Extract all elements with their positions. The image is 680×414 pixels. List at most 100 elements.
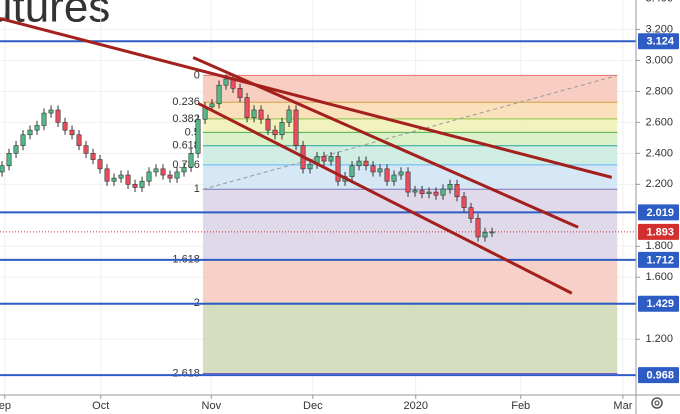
trend-line bbox=[192, 56, 579, 229]
watermark: utures bbox=[0, 0, 110, 32]
gear[interactable] bbox=[651, 397, 663, 409]
level-label: 0.968 bbox=[646, 370, 674, 382]
candle-body bbox=[454, 184, 460, 198]
candle-body bbox=[34, 125, 40, 131]
candle-body bbox=[419, 190, 425, 194]
candle-body bbox=[209, 103, 215, 108]
candle-body bbox=[237, 87, 243, 98]
candle-body bbox=[349, 165, 355, 177]
level-label: 2.019 bbox=[646, 207, 674, 219]
candle-body bbox=[328, 156, 334, 162]
candle-body bbox=[370, 165, 376, 173]
settings-icon[interactable] bbox=[651, 397, 663, 409]
candle-body bbox=[69, 129, 75, 136]
y-tick-label: 2.800 bbox=[645, 85, 673, 97]
candle-body bbox=[76, 134, 82, 146]
candle-body bbox=[6, 153, 12, 167]
fib-label: 0.382 bbox=[172, 113, 200, 125]
candle-body bbox=[384, 168, 390, 182]
candle-body bbox=[321, 156, 327, 162]
candle-body bbox=[356, 160, 362, 167]
candle-body bbox=[489, 231, 495, 234]
gear-hub[interactable] bbox=[654, 400, 660, 406]
candle-body bbox=[83, 145, 89, 154]
candle-body bbox=[377, 168, 383, 173]
candle-body bbox=[62, 122, 68, 131]
candle-body bbox=[0, 165, 5, 173]
fib-label: 0 bbox=[194, 69, 200, 81]
y-tick-label: 3.400 bbox=[645, 0, 673, 4]
last-price-badge bbox=[638, 223, 679, 240]
candle-body bbox=[482, 232, 488, 238]
candle-body bbox=[433, 191, 439, 196]
candle-body bbox=[139, 180, 145, 188]
x-tick-label: Nov bbox=[202, 400, 222, 412]
candle-body bbox=[258, 109, 264, 120]
candle-body bbox=[118, 174, 124, 179]
candle-body bbox=[440, 188, 446, 196]
candle-body bbox=[13, 145, 19, 154]
level-label: 1.429 bbox=[646, 298, 674, 310]
candle-body bbox=[391, 174, 397, 182]
candle-body bbox=[132, 184, 138, 188]
candle-body bbox=[90, 153, 96, 160]
x-tick-label: Oct bbox=[92, 400, 109, 412]
candle-body bbox=[335, 156, 341, 182]
candle-body bbox=[265, 118, 271, 131]
plot: utures00.2360.3820.50.6180.78611.61822.6… bbox=[0, 0, 636, 395]
fib-band bbox=[202, 132, 618, 146]
y-tick-label: 2.600 bbox=[645, 116, 673, 128]
candle-body bbox=[363, 160, 369, 167]
x-tick-label: 2020 bbox=[403, 400, 427, 412]
candle-body bbox=[188, 153, 194, 168]
candle-body bbox=[160, 168, 166, 176]
level-badge bbox=[638, 204, 679, 221]
candle-body bbox=[104, 168, 110, 182]
fib-band bbox=[202, 102, 618, 119]
candle-body bbox=[55, 109, 61, 123]
candle-body bbox=[293, 109, 299, 146]
candle-body bbox=[41, 112, 47, 126]
y-tick-label: 3.200 bbox=[645, 23, 673, 35]
fib-band bbox=[202, 189, 618, 260]
fib-label: 1 bbox=[194, 183, 200, 195]
candle-body bbox=[216, 84, 222, 105]
y-tick-label: 3.000 bbox=[645, 54, 673, 66]
trend-line bbox=[197, 101, 573, 295]
candle-body bbox=[279, 122, 285, 136]
candle-body bbox=[146, 171, 152, 182]
candle-body bbox=[286, 109, 292, 123]
candle-body bbox=[111, 177, 117, 182]
x-tick-label: Mar bbox=[613, 400, 632, 412]
level-badge bbox=[638, 295, 679, 312]
fib-label: 2.618 bbox=[172, 367, 200, 379]
candle-body bbox=[244, 97, 250, 119]
y-tick-label: 1.800 bbox=[645, 240, 673, 252]
candle-body bbox=[405, 171, 411, 193]
candle-body bbox=[447, 184, 453, 190]
candle-body bbox=[412, 190, 418, 193]
x-tick-label: ep bbox=[0, 400, 11, 412]
candle-body bbox=[174, 171, 180, 179]
last-price-label: 1.893 bbox=[646, 226, 674, 238]
candle-body bbox=[181, 166, 187, 173]
candle-body bbox=[27, 129, 33, 136]
level-badge bbox=[638, 367, 679, 384]
candle-body bbox=[97, 159, 103, 170]
fib-trend bbox=[202, 74, 618, 190]
candle-body bbox=[475, 218, 481, 238]
y-tick-label: 1.600 bbox=[645, 271, 673, 283]
trend-line bbox=[0, 16, 613, 179]
candle-body bbox=[398, 171, 404, 176]
x-tick-label: Dec bbox=[303, 400, 323, 412]
candle-body bbox=[307, 163, 313, 170]
y-tick-label: 2.200 bbox=[645, 178, 673, 190]
level-label: 1.712 bbox=[646, 254, 674, 266]
candle-body bbox=[125, 174, 131, 185]
x-tick-label: Feb bbox=[511, 400, 530, 412]
candle-body bbox=[153, 168, 159, 173]
y-tick-label: 2.400 bbox=[645, 147, 673, 159]
